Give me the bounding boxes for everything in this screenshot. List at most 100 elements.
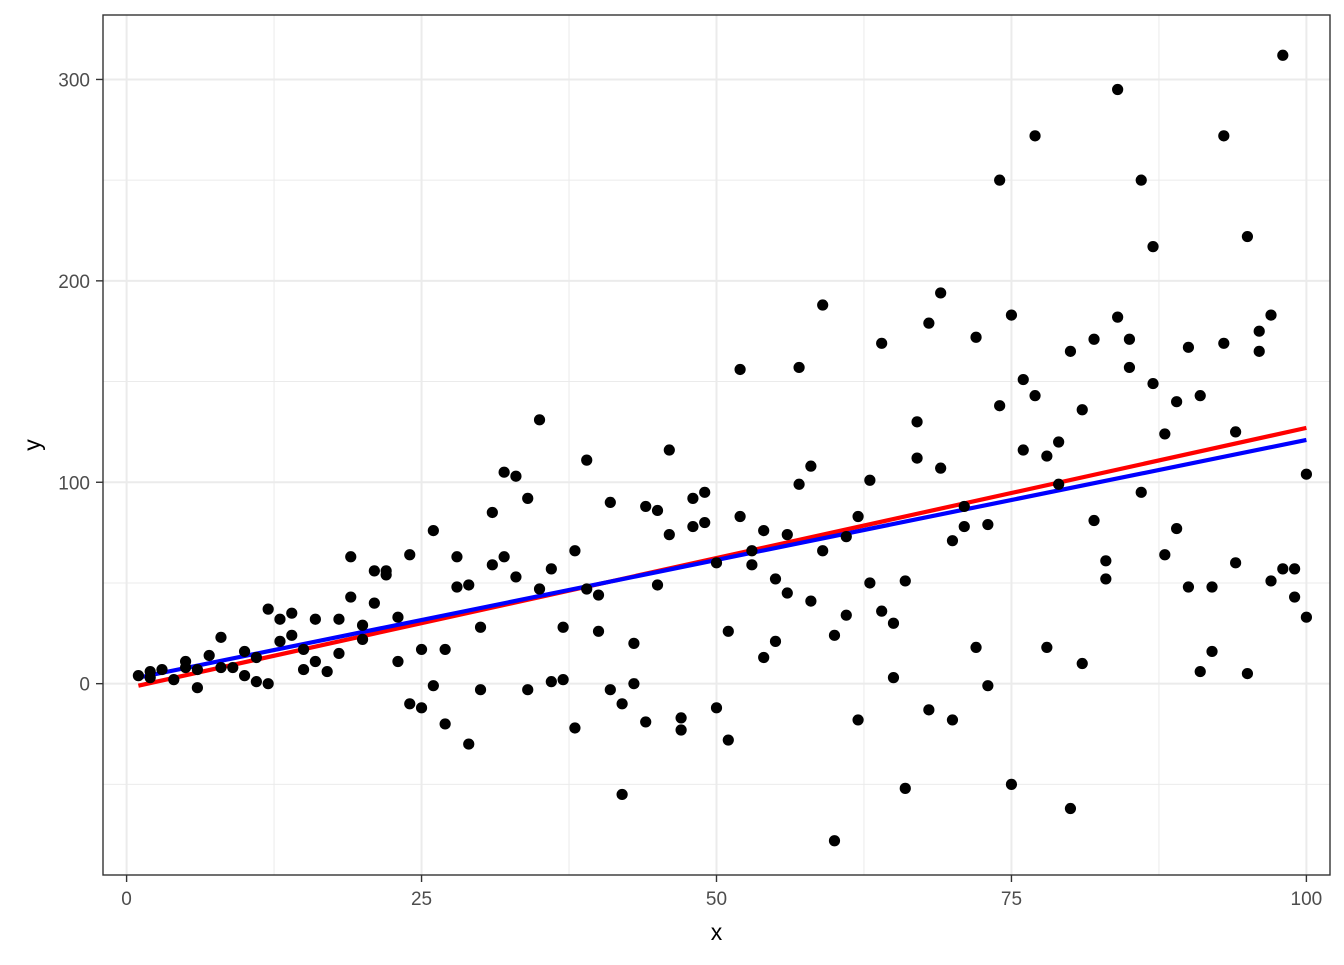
data-point [533, 414, 546, 426]
data-point [982, 518, 994, 531]
data-point [675, 712, 687, 724]
data-point [970, 331, 982, 343]
data-point [1029, 390, 1041, 402]
data-point [805, 460, 817, 472]
y-tick-label: 300 [58, 70, 90, 91]
grid [103, 15, 1330, 875]
data-point [1100, 573, 1112, 585]
data-point [710, 702, 723, 714]
data-point [592, 625, 605, 637]
data-point [1277, 563, 1289, 575]
data-point [899, 782, 911, 794]
data-point [1194, 390, 1206, 402]
data-point [474, 621, 487, 633]
data-point [380, 565, 392, 577]
data-point [522, 492, 534, 504]
data-point [345, 591, 357, 603]
data-point [699, 486, 711, 498]
data-point [734, 363, 746, 376]
data-point [651, 504, 664, 517]
data-point [144, 672, 156, 684]
data-point [887, 617, 900, 629]
data-point [710, 557, 723, 569]
data-point [498, 551, 510, 563]
data-point [498, 466, 510, 478]
data-point [640, 716, 652, 728]
data-point [769, 635, 782, 647]
data-point [1088, 514, 1100, 527]
data-point [935, 287, 947, 299]
data-point [793, 361, 805, 374]
data-point [191, 682, 203, 694]
data-point [1017, 373, 1029, 386]
data-point [911, 416, 923, 428]
data-points [132, 49, 1313, 847]
data-point [616, 698, 628, 710]
data-point [1112, 311, 1124, 323]
data-point [250, 651, 262, 664]
data-point [474, 684, 487, 696]
data-point [923, 704, 935, 716]
data-point [297, 663, 310, 676]
y-tick-label: 100 [58, 473, 90, 494]
data-point [1076, 657, 1088, 670]
data-point [156, 663, 168, 676]
data-point [1230, 557, 1242, 569]
data-point [734, 510, 746, 523]
data-point [887, 672, 900, 684]
data-point [1289, 563, 1301, 575]
data-point [911, 452, 923, 464]
data-point [510, 470, 522, 482]
data-point [758, 651, 770, 664]
data-point [262, 603, 274, 615]
x-axis-title: x [711, 919, 723, 945]
data-point [935, 462, 947, 474]
data-point [168, 674, 180, 686]
data-point [1100, 555, 1112, 567]
data-point [876, 337, 888, 349]
data-point [1041, 450, 1053, 462]
data-point [1171, 522, 1183, 535]
data-point [345, 551, 357, 563]
data-point [1171, 396, 1183, 408]
data-point [274, 613, 286, 625]
data-point [510, 571, 522, 583]
data-point [451, 581, 463, 593]
x-tick-label: 100 [1291, 889, 1323, 910]
data-point [628, 637, 640, 649]
data-point [297, 643, 310, 656]
data-point [793, 478, 805, 490]
data-point [805, 595, 817, 607]
data-point [1218, 337, 1230, 349]
data-point [1159, 428, 1171, 440]
data-point [604, 684, 616, 696]
data-point [404, 549, 416, 561]
data-point [356, 633, 369, 645]
data-point [439, 643, 451, 656]
data-point [1123, 361, 1136, 374]
data-point [415, 643, 428, 656]
y-tick-label: 0 [79, 675, 90, 696]
x-tick-label: 0 [121, 889, 132, 910]
blue-fit-line [137, 437, 1307, 680]
data-point [486, 559, 498, 571]
data-point [321, 665, 333, 678]
data-point [817, 299, 829, 311]
data-point [404, 698, 416, 710]
data-point [1029, 130, 1041, 142]
data-point [817, 545, 829, 557]
data-point [309, 655, 321, 668]
data-point [687, 492, 699, 504]
data-point [663, 529, 675, 541]
data-point [439, 718, 451, 730]
data-point [1088, 333, 1100, 345]
data-point [286, 607, 298, 619]
data-point [309, 613, 321, 625]
data-point [946, 535, 959, 547]
data-point [1194, 665, 1206, 678]
data-point [852, 714, 864, 726]
data-point [663, 444, 675, 456]
data-point [132, 670, 144, 682]
data-point [1265, 575, 1277, 587]
